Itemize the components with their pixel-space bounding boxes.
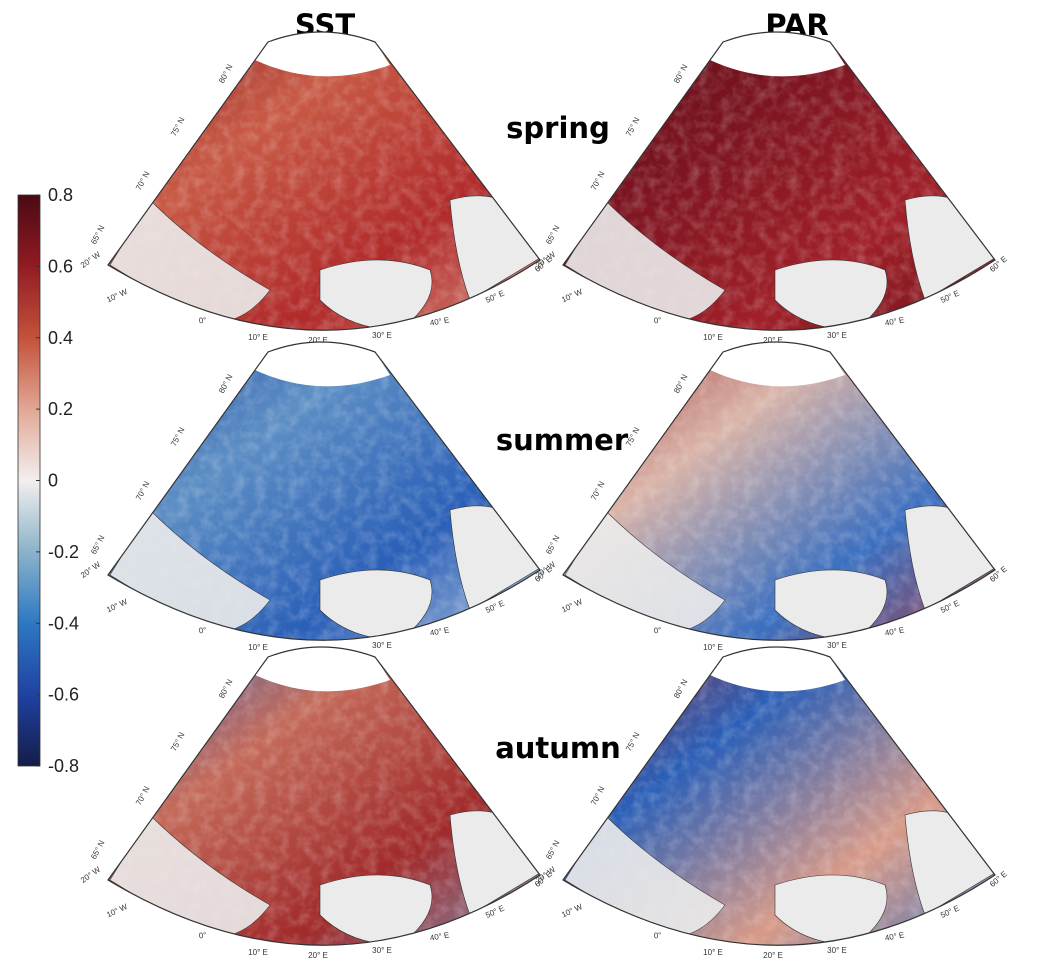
lon-label: 50° E xyxy=(484,904,506,920)
colorbar-label: 0.6 xyxy=(48,256,73,276)
lon-label: 20° W xyxy=(79,560,102,580)
lat-label: 80° N xyxy=(217,678,234,700)
lat-label: 80° N xyxy=(217,63,234,85)
lat-label: 80° N xyxy=(217,373,234,395)
lon-label: 40° E xyxy=(429,930,450,942)
lon-label: 0° xyxy=(198,316,207,326)
lat-label: 70° N xyxy=(589,170,606,192)
map-panel: 80° N75° N70° N65° N20° W10° W0°10° E20°… xyxy=(79,330,554,670)
lat-label: 80° N xyxy=(672,373,689,395)
lon-label: 10° W xyxy=(560,902,584,920)
map-field xyxy=(555,330,1005,670)
lon-label: 0° xyxy=(198,931,207,941)
map-panel: 80° N 75° N 70° N 65° N 20° W10° W 0° 10° E 20°… xyxy=(79,635,554,962)
lon-label: 40° E xyxy=(884,930,905,942)
lon-label: 30° E xyxy=(827,331,847,340)
lat-label: 65° N xyxy=(544,534,561,556)
colorbar-label: 0.2 xyxy=(48,399,73,419)
lon-label: 10° W xyxy=(560,287,584,305)
lon-label: 30° E xyxy=(372,946,392,955)
lon-label: 10° E xyxy=(703,948,723,957)
row-label: autumn xyxy=(495,731,621,765)
lon-label: 10° W xyxy=(105,597,129,615)
map-panel: 80° N75° N70° N65° N20° W10° W0°10° E20°… xyxy=(534,635,1009,962)
row-label: spring xyxy=(506,111,610,145)
lon-label: 0° xyxy=(653,316,662,326)
map-field xyxy=(100,330,550,670)
lon-label: 30° E xyxy=(827,641,847,650)
map-field xyxy=(555,20,1005,360)
colorbar-label: -0.6 xyxy=(48,685,79,705)
colorbar-label: -0.4 xyxy=(48,613,79,633)
lat-label: 75° N xyxy=(169,731,186,753)
lon-label: 50° E xyxy=(939,599,961,615)
colorbar-label: -0.2 xyxy=(48,542,79,562)
lon-label: 50° E xyxy=(939,289,961,305)
lon-label: 30° E xyxy=(827,946,847,955)
lon-label: 10° W xyxy=(105,902,129,920)
lat-label: 75° N xyxy=(624,116,641,138)
colorbar-label: -0.8 xyxy=(48,756,79,776)
figure: SST PAR spring summer autumn 0.80.60.40.… xyxy=(0,0,1040,962)
lon-label: 40° E xyxy=(884,315,905,327)
lat-label: 65° N xyxy=(89,534,106,556)
lon-label: 10° W xyxy=(560,597,584,615)
lon-label: 50° E xyxy=(484,599,506,615)
lon-label: 10° E xyxy=(248,948,268,957)
lat-label: 65° N xyxy=(89,224,106,246)
colorbar-label: 0.4 xyxy=(48,328,73,348)
lon-label: 10° W xyxy=(105,287,129,305)
lat-label: 75° N xyxy=(169,426,186,448)
lon-label: 40° E xyxy=(429,625,450,637)
lon-label: 10° E xyxy=(248,643,268,652)
lat-label: 75° N xyxy=(624,731,641,753)
lon-label: 20° E xyxy=(308,951,328,960)
row-label: summer xyxy=(496,423,629,457)
colorbar-label: 0 xyxy=(48,471,58,491)
lon-label: 20° W xyxy=(79,865,102,885)
lat-label: 65° N xyxy=(544,224,561,246)
lat-label: 70° N xyxy=(134,170,151,192)
map-panel: 80° N75° N70° N65° N20° W10° W0°10° E20°… xyxy=(534,330,1009,670)
colorbar-label: 0.8 xyxy=(48,185,73,205)
lon-label: 40° E xyxy=(429,315,450,327)
lon-label: 0° xyxy=(653,626,662,636)
lat-label: 70° N xyxy=(589,785,606,807)
lon-label: 50° E xyxy=(484,289,506,305)
lat-label: 70° N xyxy=(134,785,151,807)
lon-label: 40° E xyxy=(884,625,905,637)
lon-label: 20° E xyxy=(763,951,783,960)
lon-label: 0° xyxy=(653,931,662,941)
lon-label: 50° E xyxy=(939,904,961,920)
lon-label: 10° E xyxy=(248,333,268,342)
lon-label: 10° E xyxy=(703,643,723,652)
lat-label: 75° N xyxy=(169,116,186,138)
lon-label: 20° W xyxy=(79,250,102,270)
lat-label: 70° N xyxy=(134,480,151,502)
lon-label: 30° E xyxy=(372,331,392,340)
lat-label: 80° N xyxy=(672,63,689,85)
lon-label: 30° E xyxy=(372,641,392,650)
lat-label: 65° N xyxy=(544,839,561,861)
map-field xyxy=(100,20,550,360)
lat-label: 65° N xyxy=(89,839,106,861)
lat-label: 80° N xyxy=(672,678,689,700)
lon-label: 10° E xyxy=(703,333,723,342)
lat-label: 70° N xyxy=(589,480,606,502)
lon-label: 0° xyxy=(198,626,207,636)
